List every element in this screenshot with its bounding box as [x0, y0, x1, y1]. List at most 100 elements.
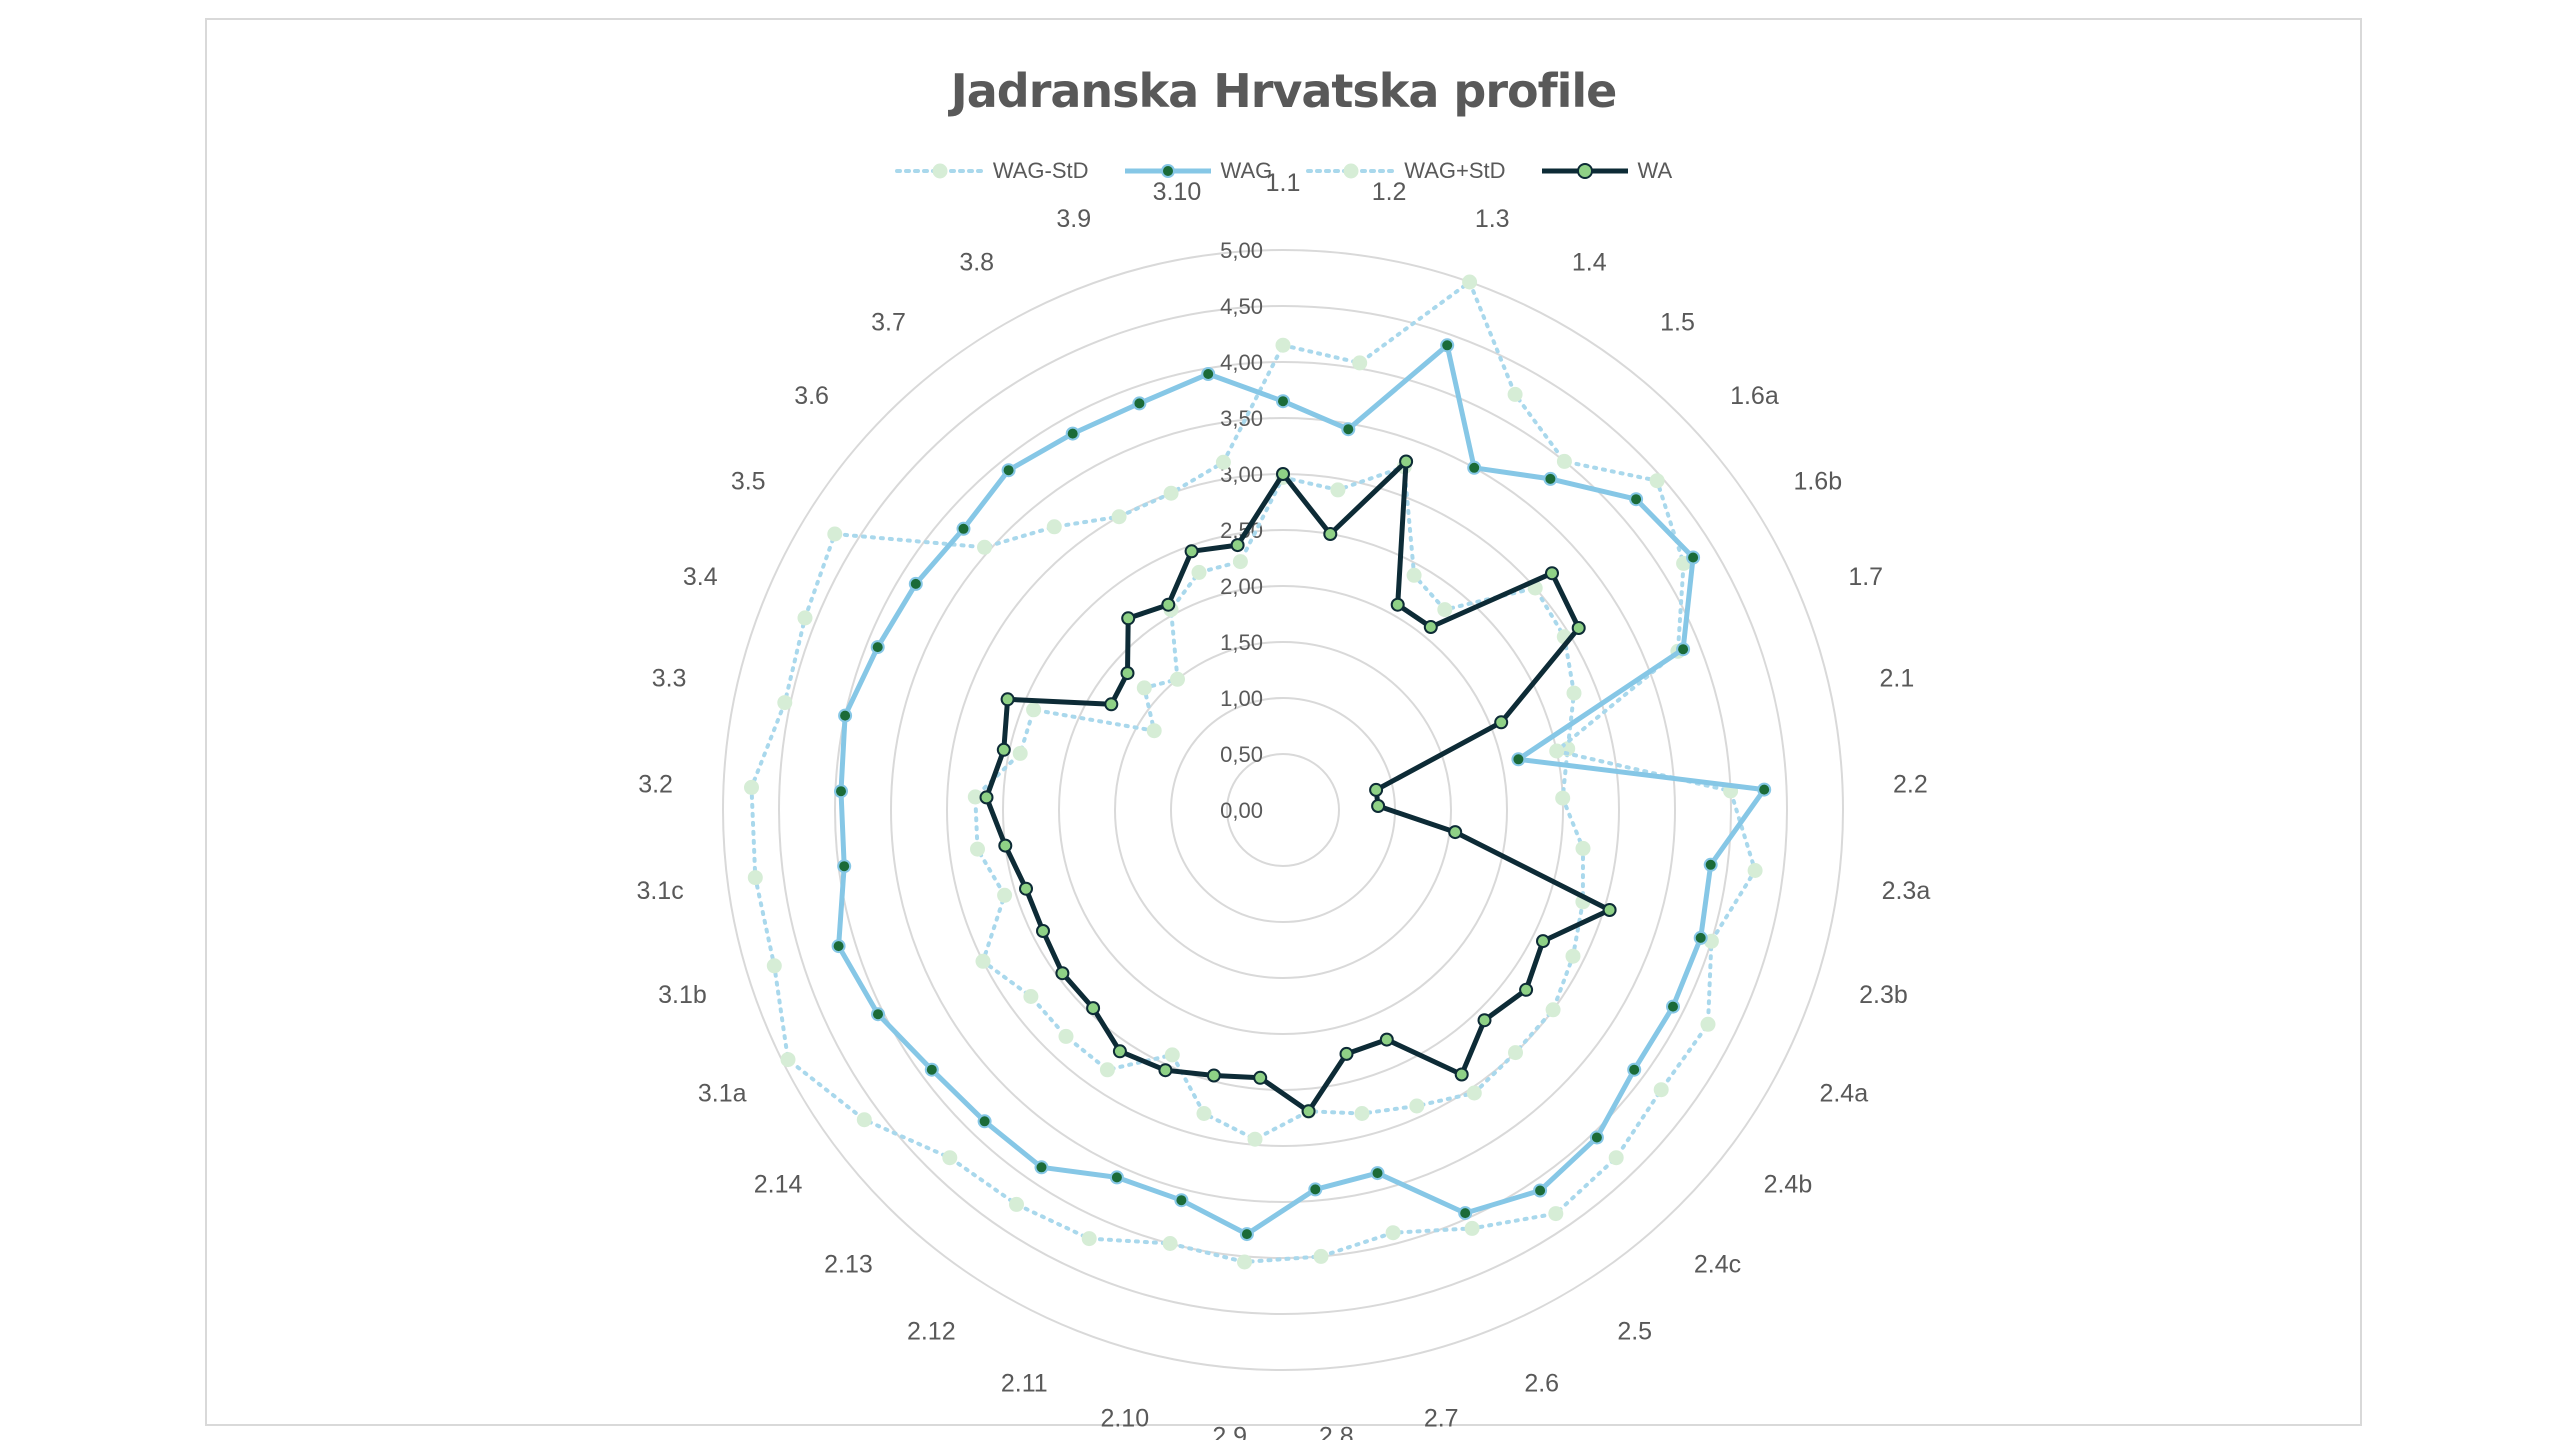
data-point[interactable]: [1158, 1063, 1173, 1078]
data-point[interactable]: [1009, 1196, 1024, 1212]
data-point[interactable]: [1232, 554, 1248, 570]
data-point[interactable]: [1494, 715, 1509, 730]
data-point[interactable]: [1308, 1182, 1323, 1197]
data-point[interactable]: [1423, 620, 1438, 634]
data-point[interactable]: [780, 1052, 796, 1068]
data-point[interactable]: [1545, 566, 1559, 581]
data-point[interactable]: [1109, 1170, 1124, 1185]
data-point[interactable]: [1111, 509, 1127, 525]
data-point[interactable]: [1369, 782, 1384, 797]
data-point[interactable]: [1571, 621, 1586, 635]
data-point[interactable]: [1549, 743, 1565, 759]
data-point[interactable]: [1627, 1062, 1642, 1077]
data-point[interactable]: [838, 708, 853, 723]
data-point[interactable]: [1458, 1206, 1473, 1221]
data-point[interactable]: [1507, 386, 1523, 402]
data-point[interactable]: [996, 742, 1011, 757]
data-point[interactable]: [1164, 1047, 1180, 1063]
data-point[interactable]: [1440, 338, 1455, 353]
data-point[interactable]: [1184, 544, 1199, 559]
data-point[interactable]: [1519, 982, 1534, 997]
data-point[interactable]: [766, 958, 782, 974]
data-point[interactable]: [1379, 1032, 1394, 1047]
data-point[interactable]: [1036, 924, 1050, 938]
data-point[interactable]: [1323, 527, 1338, 541]
data-point[interactable]: [1555, 790, 1571, 806]
data-point[interactable]: [908, 576, 923, 591]
data-point[interactable]: [1170, 671, 1185, 687]
data-point[interactable]: [1511, 752, 1526, 767]
data-point[interactable]: [1409, 1098, 1425, 1114]
data-point[interactable]: [1136, 680, 1152, 696]
data-point[interactable]: [970, 841, 985, 857]
data-point[interactable]: [1700, 1016, 1716, 1032]
data-point[interactable]: [1201, 367, 1216, 381]
data-point[interactable]: [997, 887, 1013, 903]
legend-item-wag-std[interactable]: WAG-StD: [894, 158, 1089, 184]
data-point[interactable]: [1301, 1104, 1316, 1119]
data-point[interactable]: [1649, 473, 1665, 489]
data-point[interactable]: [797, 610, 813, 626]
data-point[interactable]: [1370, 1166, 1385, 1181]
data-point[interactable]: [1196, 1106, 1212, 1121]
data-point[interactable]: [1693, 930, 1708, 945]
data-point[interactable]: [1533, 1183, 1548, 1198]
data-point[interactable]: [1132, 396, 1147, 411]
data-point[interactable]: [924, 1062, 939, 1077]
data-point[interactable]: [1191, 564, 1207, 580]
data-point[interactable]: [1146, 723, 1162, 739]
data-point[interactable]: [1747, 863, 1763, 878]
data-point[interactable]: [1385, 1225, 1401, 1241]
data-point[interactable]: [1589, 1130, 1604, 1145]
data-point[interactable]: [1390, 597, 1405, 612]
data-point[interactable]: [1399, 454, 1414, 469]
data-point[interactable]: [1448, 825, 1463, 840]
data-point[interactable]: [1686, 550, 1701, 565]
data-point[interactable]: [1174, 1193, 1189, 1208]
data-point[interactable]: [1536, 934, 1550, 949]
data-point[interactable]: [1341, 422, 1356, 437]
data-point[interactable]: [870, 640, 885, 655]
data-point[interactable]: [1023, 989, 1039, 1004]
data-point[interactable]: [1120, 666, 1135, 681]
data-point[interactable]: [1330, 482, 1346, 498]
data-point[interactable]: [1034, 1160, 1049, 1175]
data-point[interactable]: [1055, 966, 1070, 981]
data-point[interactable]: [1676, 642, 1691, 657]
data-point[interactable]: [1543, 471, 1558, 486]
data-point[interactable]: [1099, 1062, 1115, 1078]
data-point[interactable]: [1276, 467, 1290, 481]
data-point[interactable]: [1629, 492, 1644, 507]
data-point[interactable]: [1464, 1220, 1480, 1236]
legend-item-wa[interactable]: WA: [1540, 158, 1672, 184]
data-point[interactable]: [1161, 597, 1176, 612]
data-point[interactable]: [998, 838, 1013, 853]
data-point[interactable]: [1406, 567, 1422, 583]
data-point[interactable]: [1608, 1150, 1624, 1166]
data-point[interactable]: [1467, 460, 1482, 475]
data-point[interactable]: [1046, 519, 1062, 535]
data-point[interactable]: [1354, 1106, 1370, 1121]
data-point[interactable]: [1466, 1085, 1482, 1101]
data-point[interactable]: [1239, 1227, 1254, 1242]
data-point[interactable]: [1058, 1028, 1074, 1044]
data-point[interactable]: [1121, 611, 1136, 626]
data-point[interactable]: [1206, 1068, 1221, 1083]
data-point[interactable]: [834, 784, 848, 799]
data-point[interactable]: [1104, 697, 1119, 712]
data-point[interactable]: [1352, 355, 1368, 371]
data-point[interactable]: [1556, 453, 1572, 469]
data-point[interactable]: [747, 870, 763, 886]
data-point[interactable]: [1575, 840, 1591, 856]
data-point[interactable]: [871, 1007, 885, 1022]
legend-item-wag-plus-std[interactable]: WAG+StD: [1306, 158, 1506, 184]
data-point[interactable]: [942, 1150, 958, 1166]
data-point[interactable]: [1012, 745, 1028, 761]
data-point[interactable]: [856, 1112, 872, 1128]
data-point[interactable]: [1602, 903, 1617, 917]
data-point[interactable]: [1276, 394, 1290, 409]
data-point[interactable]: [1000, 692, 1015, 707]
data-point[interactable]: [1275, 337, 1291, 353]
data-point[interactable]: [1001, 463, 1016, 478]
data-point[interactable]: [1477, 1013, 1492, 1028]
